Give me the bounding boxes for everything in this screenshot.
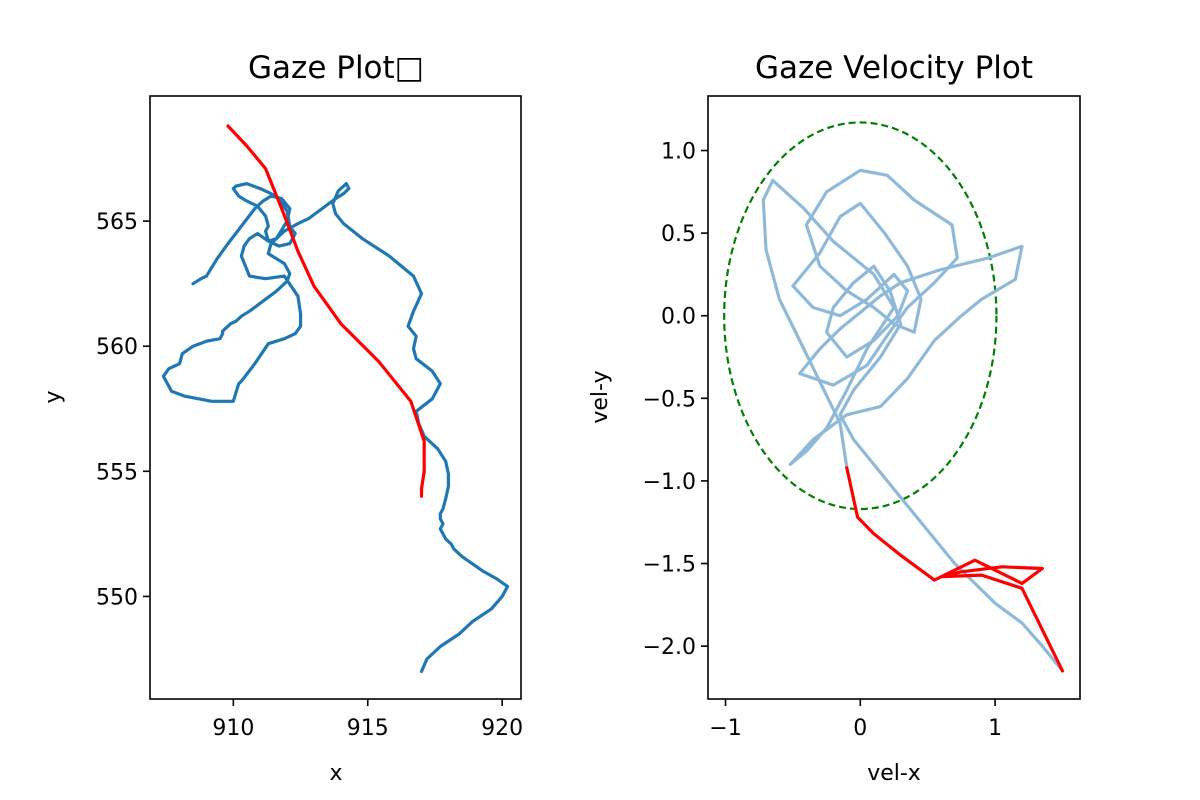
threshold-ellipse [723,121,998,511]
x-tick-label: −1 [709,716,741,741]
x-tick-label: 920 [481,716,523,741]
gaze-plot-ylabel: y [41,390,66,403]
x-tick-label: 910 [212,716,254,741]
gaze-plot-series [161,124,510,674]
y-tick-label: −2.0 [643,635,696,660]
trajectory-line [161,182,510,674]
gaze-plot-axes: Gaze Plot□ 910 915 920 550 555 560 565 x y [41,50,523,786]
trajectory-line [761,168,1065,673]
y-tick-label: 555 [96,460,138,485]
y-tick-label: 0.5 [661,222,696,247]
x-tick-label: 0 [853,716,867,741]
gaze-velocity-xlabel: vel-x [867,761,921,786]
y-tick-label: −1.5 [643,553,696,578]
highlight-line [845,466,1065,673]
highlight-line [226,124,426,498]
y-tick-label: 560 [96,335,138,360]
y-tick-label: 565 [96,210,138,235]
x-tick-label: 1 [988,716,1002,741]
gaze-velocity-frame [707,95,1081,700]
y-tick-label: 550 [96,585,138,610]
gaze-velocity-ticks: −1 0 1 1.0 0.5 0.0 −0.5 −1.0 −1.5 −2.0 [643,140,1003,741]
y-tick-label: −1.0 [643,470,696,495]
gaze-velocity-series [723,121,1065,673]
x-tick-label: 915 [347,716,389,741]
gaze-plot-xlabel: x [329,761,342,786]
y-tick-label: −0.5 [643,387,696,412]
gaze-plot-ticks: 910 915 920 550 555 560 565 [96,210,523,741]
gaze-velocity-axes: Gaze Velocity Plot −1 0 1 1.0 0.5 0.0 −0.5 −1.0… [588,50,1081,786]
gaze-plot-title: Gaze Plot□ [248,50,424,86]
y-tick-label: 1.0 [661,140,696,165]
gaze-velocity-ylabel: vel-y [588,370,613,423]
gaze-velocity-title: Gaze Velocity Plot [755,50,1033,86]
y-tick-label: 0.0 [661,305,696,330]
gaze-plot-frame [149,95,522,700]
